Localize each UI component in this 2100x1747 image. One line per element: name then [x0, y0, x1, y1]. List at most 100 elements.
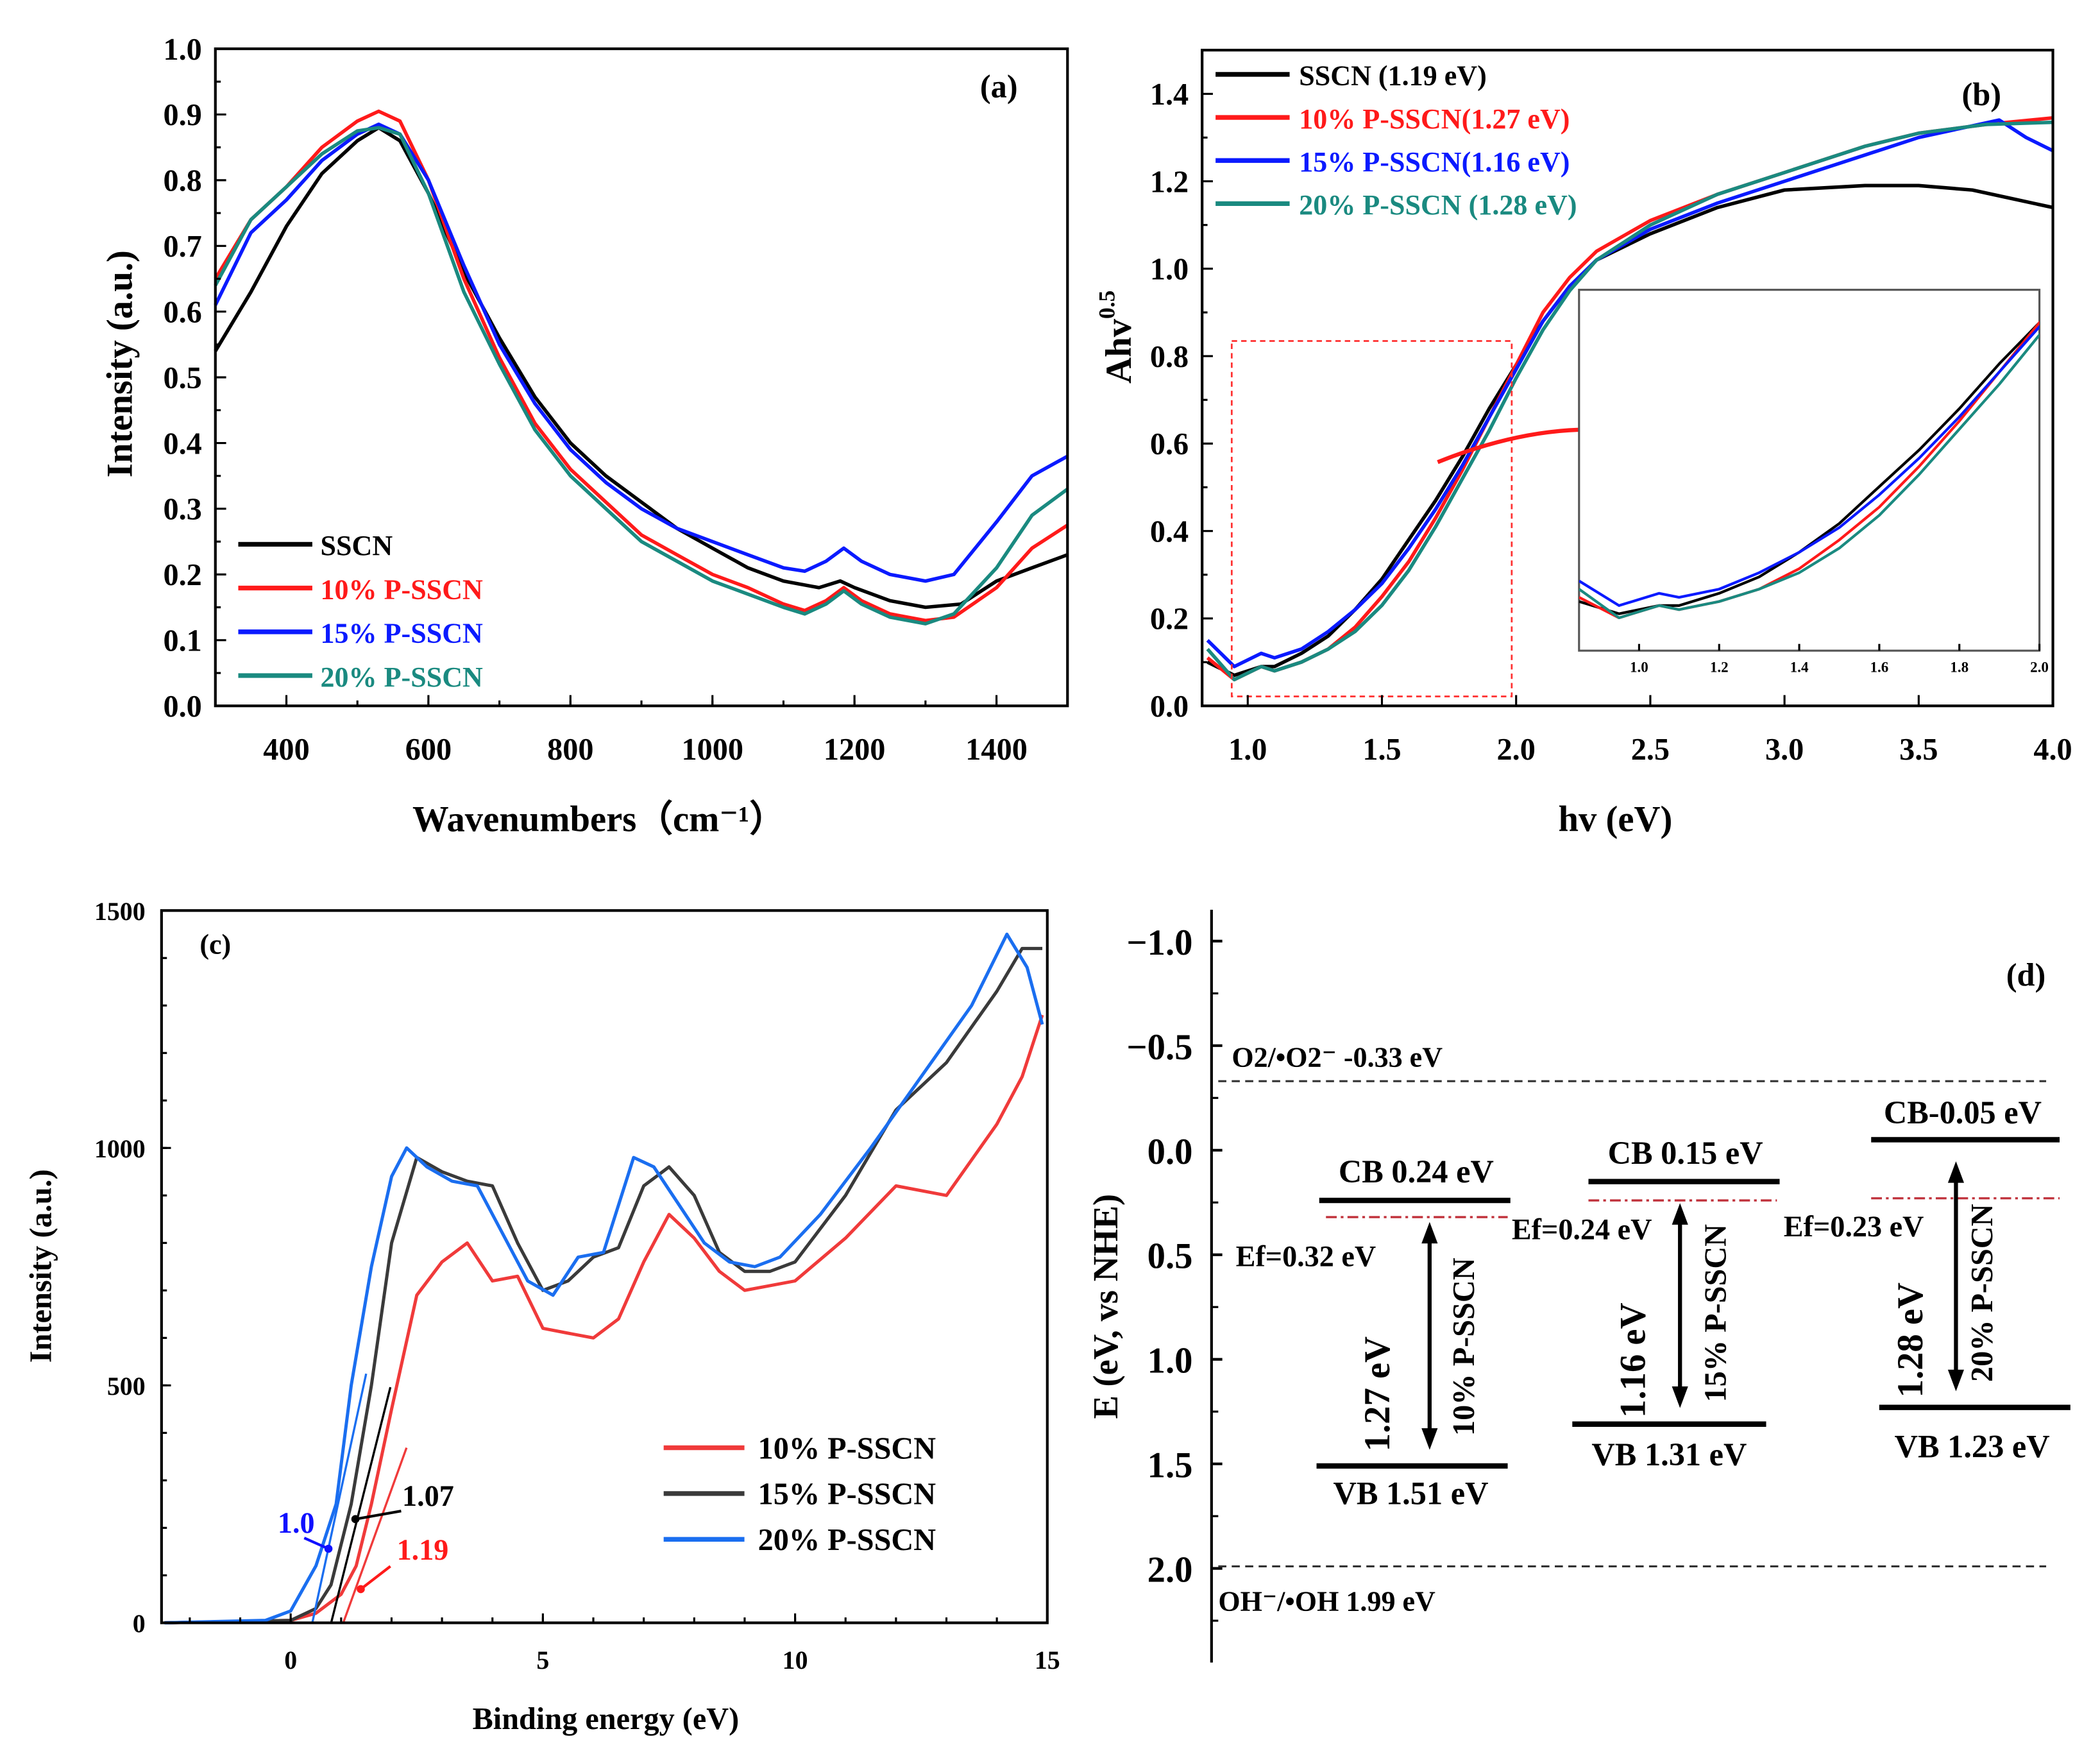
y-tick-label: 0.1 [163, 624, 201, 658]
x-tick-label: 400 [263, 733, 309, 767]
y-tick-label: 0.8 [163, 164, 201, 198]
y-tick-label: 0.0 [1150, 690, 1189, 724]
y-tick-label: 0.4 [163, 427, 201, 461]
series-line-15P-SSCN [214, 123, 1069, 583]
y-tick-label: 0.2 [163, 558, 201, 592]
panel-label: (b) [1962, 76, 2002, 112]
arrow-down-icon [1672, 1386, 1688, 1408]
y-tick-label: 0 [133, 1609, 146, 1638]
y-tick-label: 0.2 [1150, 602, 1189, 636]
legend-label: 15% P-SSCN [758, 1478, 936, 1512]
y-tick-label: 1.0 [1150, 253, 1189, 287]
x-tick-label: 15 [1035, 1646, 1060, 1675]
y-tick-label: 0.4 [1150, 515, 1189, 549]
legend-label: 20% P-SSCN (1.28 eV) [1299, 189, 1577, 221]
annotation-arrow [355, 1510, 402, 1521]
band-gap-label: 1.27 eV [1358, 1336, 1398, 1451]
onset-annotation: 1.19 [397, 1533, 449, 1566]
inset-frame [1578, 289, 2041, 652]
y-tick-label: 0.5 [163, 361, 201, 395]
vb-label: VB 1.31 eV [1591, 1436, 1747, 1472]
y-axis-title: Intensity (a.u.) [101, 250, 140, 477]
inset-series-line [1579, 320, 2040, 615]
cb-label: CB 0.15 eV [1608, 1135, 1763, 1171]
y-tick-label: 0.0 [163, 690, 201, 724]
arrow-head-icon [351, 1515, 360, 1524]
legend-label: SSCN [320, 530, 393, 561]
x-tick-label: 600 [405, 733, 452, 767]
arrow-down-icon [1947, 1369, 1965, 1392]
y-tick-label: 0.6 [1150, 427, 1189, 461]
plot-frame-b [1201, 49, 2054, 708]
y-tick-label: 0.3 [163, 493, 201, 527]
x-tick-label: 0 [284, 1646, 297, 1675]
annotation-arrow [303, 1537, 329, 1550]
panel-label: (a) [980, 69, 1018, 105]
fermi-level-label: Ef=0.23 eV [1784, 1210, 1924, 1243]
fermi-level-label: Ef=0.24 eV [1512, 1213, 1652, 1245]
cb-label: CB 0.24 eV [1339, 1154, 1494, 1189]
legend-label: 10% P-SSCN(1.27 eV) [1299, 103, 1570, 135]
reference-label: OH⁻/•OH 1.99 eV [1218, 1586, 1435, 1617]
legend-label: SSCN (1.19 eV) [1299, 60, 1487, 92]
legend-label: 15% P-SSCN(1.16 eV) [1299, 146, 1570, 178]
series-line-20P-SSCN [164, 932, 1044, 1624]
x-tick-label: 1.0 [1228, 733, 1267, 767]
inset-x-tick-label: 1.0 [1630, 659, 1648, 676]
y-tick-label: 1500 [94, 897, 146, 926]
x-axis-title: Binding energy (eV) [473, 1702, 740, 1736]
legend-label: 20% P-SSCN [758, 1523, 936, 1557]
y-tick-label: 1.2 [1150, 165, 1189, 199]
vb-label: VB 1.23 eV [1895, 1428, 2050, 1464]
arrow-up-icon [1421, 1222, 1438, 1244]
x-tick-label: 1.5 [1362, 733, 1401, 767]
panel-a [214, 109, 1069, 678]
y-axis-title-sup: 0.5 [1094, 290, 1120, 319]
x-tick-label: 3.5 [1899, 733, 1938, 767]
y-tick-label: −0.5 [1126, 1028, 1192, 1068]
y-tick-label: 0.5 [1147, 1237, 1193, 1277]
legend-label: 10% P-SSCN [758, 1431, 936, 1465]
legend-label: 10% P-SSCN [320, 574, 483, 605]
onset-annotation: 1.07 [402, 1479, 454, 1512]
x-tick-label: 1400 [965, 733, 1028, 767]
series-line-20P-SSCN [1206, 120, 2053, 682]
series-line-10P-SSCN [214, 109, 1069, 622]
onset-annotation: 1.0 [278, 1506, 315, 1539]
y-tick-label: 2.0 [1147, 1551, 1193, 1590]
plot-frame-c [160, 909, 1049, 1624]
y-tick-label: 0.8 [1150, 340, 1189, 374]
reference-label: O2/•O2⁻ -0.33 eV [1232, 1042, 1443, 1073]
x-tick-label: 5 [536, 1646, 549, 1675]
x-axis-title: Wavenumbers（cm⁻¹） [412, 799, 786, 839]
y-tick-label: 0.9 [163, 98, 201, 132]
x-axis-title: hv (eV) [1559, 799, 1673, 839]
x-tick-label: 10 [783, 1646, 808, 1675]
y-tick-label: 1.4 [1150, 78, 1189, 112]
tangent-line [342, 1447, 408, 1624]
y-tick-label: 1.0 [1147, 1342, 1193, 1381]
y-axis-title-text: Ahv [1099, 318, 1139, 383]
y-tick-label: 0.6 [163, 295, 201, 329]
y-tick-label: 1.5 [1147, 1446, 1193, 1486]
y-tick-label: 1.0 [163, 33, 201, 67]
series-line-SSCN [214, 126, 1069, 609]
legend-label: 15% P-SSCN [320, 618, 483, 649]
y-tick-label: 0.7 [163, 230, 201, 264]
panel-label: (c) [199, 928, 231, 960]
sample-label: 15% P-SSCN [1699, 1224, 1733, 1402]
arrow-down-icon [1421, 1428, 1438, 1450]
inset-series-line [1579, 332, 2040, 620]
inset-x-tick-label: 1.2 [1710, 659, 1729, 676]
panel-d [1210, 909, 2070, 1663]
x-tick-label: 1000 [681, 733, 743, 767]
band-gap-label: 1.28 eV [1891, 1283, 1931, 1397]
x-tick-label: 3.0 [1765, 733, 1804, 767]
panel-label: (d) [2006, 957, 2046, 993]
inset-series-line [1579, 325, 2040, 607]
x-tick-label: 4.0 [2033, 733, 2072, 767]
fermi-level-label: Ef=0.32 eV [1236, 1240, 1376, 1272]
y-tick-label: −1.0 [1126, 923, 1192, 963]
tangent-line [311, 1373, 368, 1623]
